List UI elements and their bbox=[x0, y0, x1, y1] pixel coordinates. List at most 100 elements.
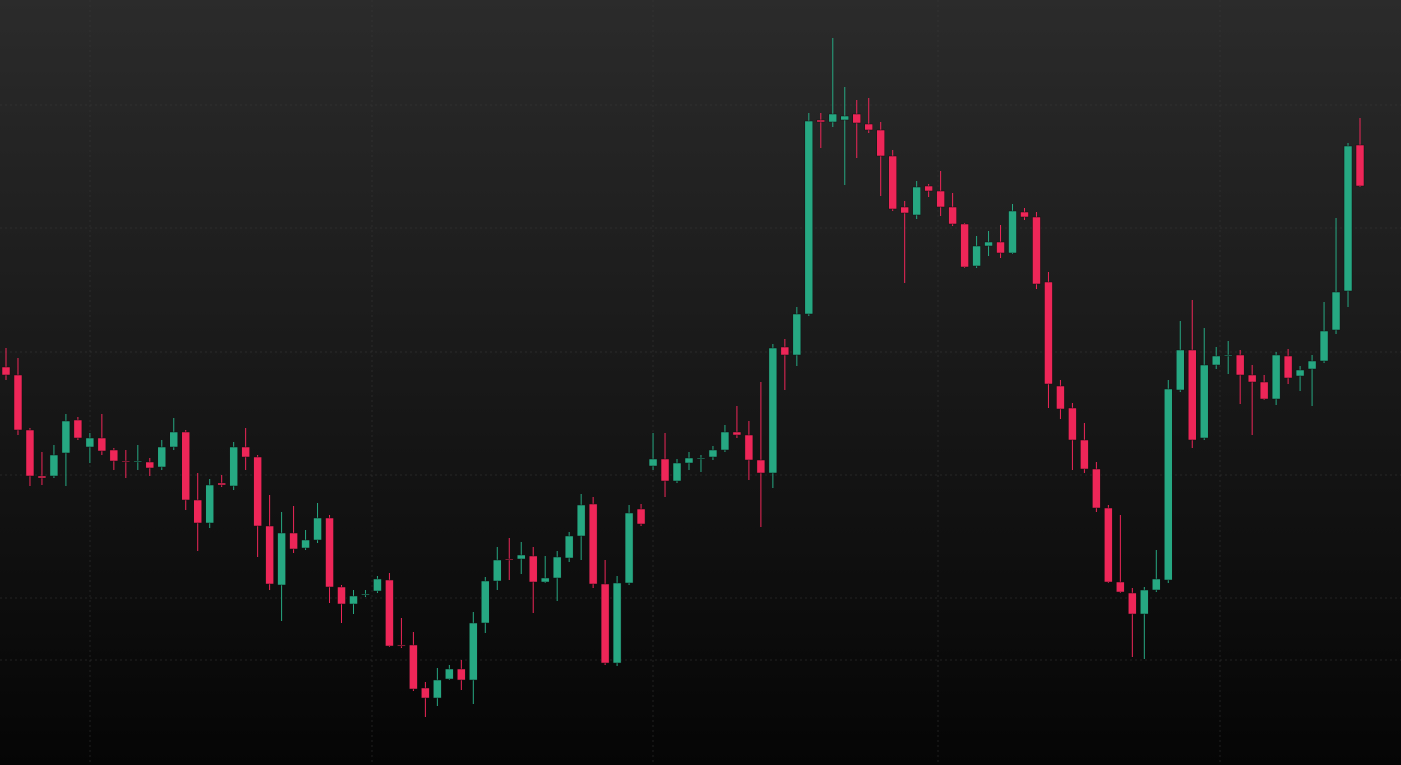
candle-body bbox=[624, 512, 634, 584]
candle-body bbox=[900, 206, 909, 214]
candle-body bbox=[756, 459, 766, 474]
candle-body bbox=[744, 434, 754, 461]
candle-body bbox=[409, 644, 418, 690]
candle-body bbox=[996, 241, 1005, 254]
candle-body bbox=[600, 583, 610, 664]
candle-body bbox=[1020, 211, 1029, 218]
candle-body bbox=[960, 223, 969, 268]
candle-body bbox=[1283, 355, 1293, 379]
candle-body bbox=[1056, 385, 1065, 410]
candle-body bbox=[528, 555, 538, 583]
candle-body bbox=[948, 206, 957, 225]
candle-body bbox=[648, 458, 658, 467]
candle-body bbox=[672, 462, 682, 482]
candle-body bbox=[984, 241, 993, 247]
candle-body bbox=[828, 113, 838, 123]
candle-body bbox=[169, 431, 179, 448]
candle-body bbox=[1343, 145, 1353, 292]
candle-body bbox=[708, 449, 718, 458]
candle-body bbox=[493, 559, 502, 582]
candle-body bbox=[564, 535, 574, 559]
candle-body bbox=[457, 668, 466, 681]
candle-body bbox=[780, 346, 790, 356]
candle-body bbox=[49, 454, 59, 477]
candle-body bbox=[433, 679, 442, 699]
candle-body bbox=[265, 525, 274, 585]
candle-body bbox=[1068, 407, 1077, 441]
candle-body bbox=[97, 437, 107, 452]
candle-body bbox=[540, 577, 550, 583]
candle-body bbox=[361, 593, 370, 596]
candle-body bbox=[1247, 374, 1257, 383]
candle-body bbox=[1211, 355, 1221, 366]
candle-body bbox=[1319, 330, 1329, 362]
candle-body bbox=[85, 437, 95, 448]
candle-body bbox=[181, 431, 190, 501]
candle-body bbox=[924, 185, 933, 192]
candle-body bbox=[936, 190, 945, 208]
candle-body bbox=[25, 429, 35, 477]
candle-body bbox=[912, 186, 921, 216]
candle-body bbox=[1152, 578, 1161, 591]
candle-body bbox=[241, 446, 250, 458]
candle-body bbox=[660, 458, 670, 482]
candle-body bbox=[1104, 507, 1113, 583]
candle-body bbox=[205, 484, 214, 524]
candle-body bbox=[1032, 216, 1041, 285]
candle-body bbox=[1223, 354, 1233, 357]
candle-body bbox=[1128, 592, 1137, 615]
candle-body bbox=[481, 580, 490, 624]
candle-body bbox=[1080, 439, 1089, 470]
candle-body bbox=[121, 460, 131, 463]
candle-body bbox=[217, 482, 226, 486]
candle-body bbox=[349, 595, 358, 605]
candle-body bbox=[816, 119, 826, 123]
candle-body bbox=[301, 539, 310, 549]
candle-body bbox=[1176, 349, 1185, 391]
candle-body bbox=[852, 113, 861, 124]
candle-body bbox=[1235, 354, 1245, 376]
candle-body bbox=[1187, 349, 1197, 441]
candle-body bbox=[864, 123, 873, 131]
candle-body bbox=[229, 446, 238, 487]
candle-body bbox=[1355, 144, 1365, 187]
candle-body bbox=[972, 245, 981, 267]
candle-body bbox=[385, 579, 394, 647]
candle-body bbox=[397, 644, 406, 647]
candle-body bbox=[313, 517, 322, 541]
candle-body bbox=[337, 586, 346, 605]
candle-body bbox=[289, 532, 298, 550]
candle-body bbox=[876, 129, 885, 157]
candle-body bbox=[684, 457, 694, 464]
candle-body bbox=[732, 431, 742, 436]
candle-body bbox=[145, 461, 155, 469]
candle-body bbox=[840, 115, 850, 121]
candle-body bbox=[1271, 354, 1281, 400]
candle-body bbox=[720, 431, 730, 451]
candle-body bbox=[792, 313, 802, 356]
candle-body bbox=[421, 687, 430, 699]
candle-body bbox=[1259, 381, 1269, 400]
candle-body bbox=[636, 508, 646, 525]
candle-body bbox=[253, 456, 262, 527]
candle-body bbox=[505, 558, 514, 561]
candle-body bbox=[552, 556, 562, 579]
candle-body bbox=[1092, 468, 1101, 509]
candle-body bbox=[61, 420, 71, 454]
candle-body bbox=[1295, 369, 1305, 377]
candle-body bbox=[1164, 388, 1173, 581]
candle-body bbox=[1140, 589, 1149, 615]
candle-body bbox=[73, 419, 83, 439]
candle-body bbox=[1, 366, 11, 376]
candle-body bbox=[1331, 291, 1341, 331]
candle-body bbox=[13, 374, 23, 431]
candle-body bbox=[277, 532, 286, 586]
candle-body bbox=[576, 504, 586, 537]
candle-body bbox=[768, 347, 778, 474]
candle-body bbox=[1116, 581, 1125, 593]
candle-body bbox=[516, 554, 526, 560]
